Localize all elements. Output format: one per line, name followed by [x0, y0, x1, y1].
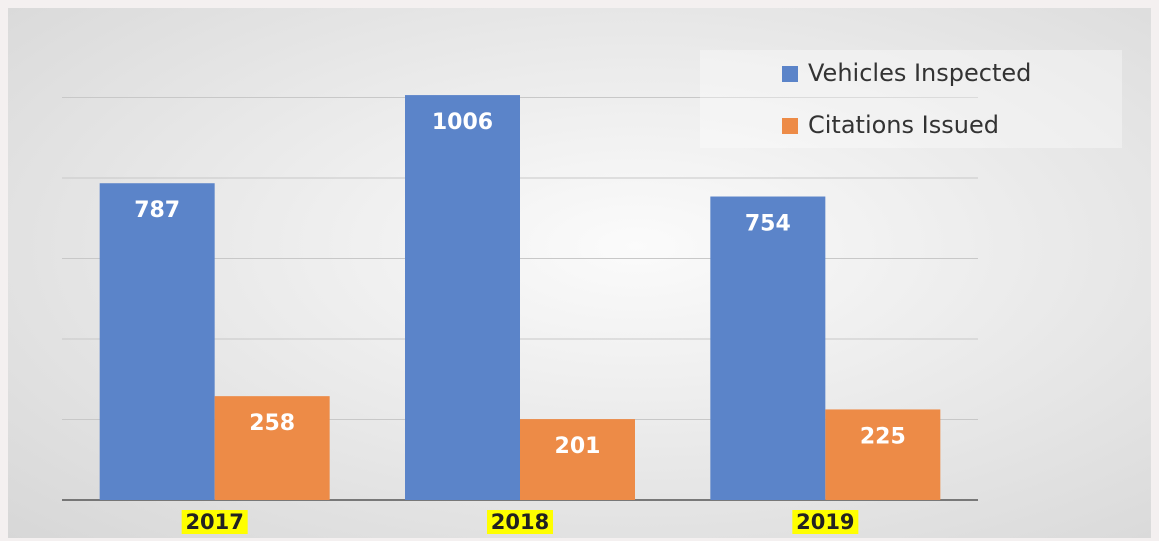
- category-highlight: [487, 510, 553, 534]
- category-highlight: [181, 510, 248, 534]
- legend-box: [700, 50, 1122, 148]
- x-tick-label: 2017: [185, 510, 243, 534]
- value-label: 754: [745, 212, 791, 237]
- bar: [825, 409, 941, 500]
- legend-label: Vehicles Inspected: [808, 59, 1031, 87]
- legend-swatch: [782, 66, 798, 82]
- bar: [99, 183, 215, 501]
- bar: [405, 95, 520, 501]
- value-label: 787: [134, 198, 180, 223]
- value-label: 201: [555, 434, 601, 459]
- value-label: 225: [860, 424, 906, 449]
- bar: [520, 419, 635, 500]
- value-label: 258: [249, 411, 295, 436]
- value-label: 1006: [432, 110, 493, 135]
- x-tick-label: 2018: [491, 510, 549, 534]
- legend-label: Citations Issued: [808, 111, 999, 139]
- category-highlight: [792, 510, 859, 534]
- bar: [710, 196, 826, 500]
- legend-swatch: [782, 118, 798, 134]
- x-tick-label: 2019: [796, 510, 854, 534]
- bar: [214, 396, 330, 500]
